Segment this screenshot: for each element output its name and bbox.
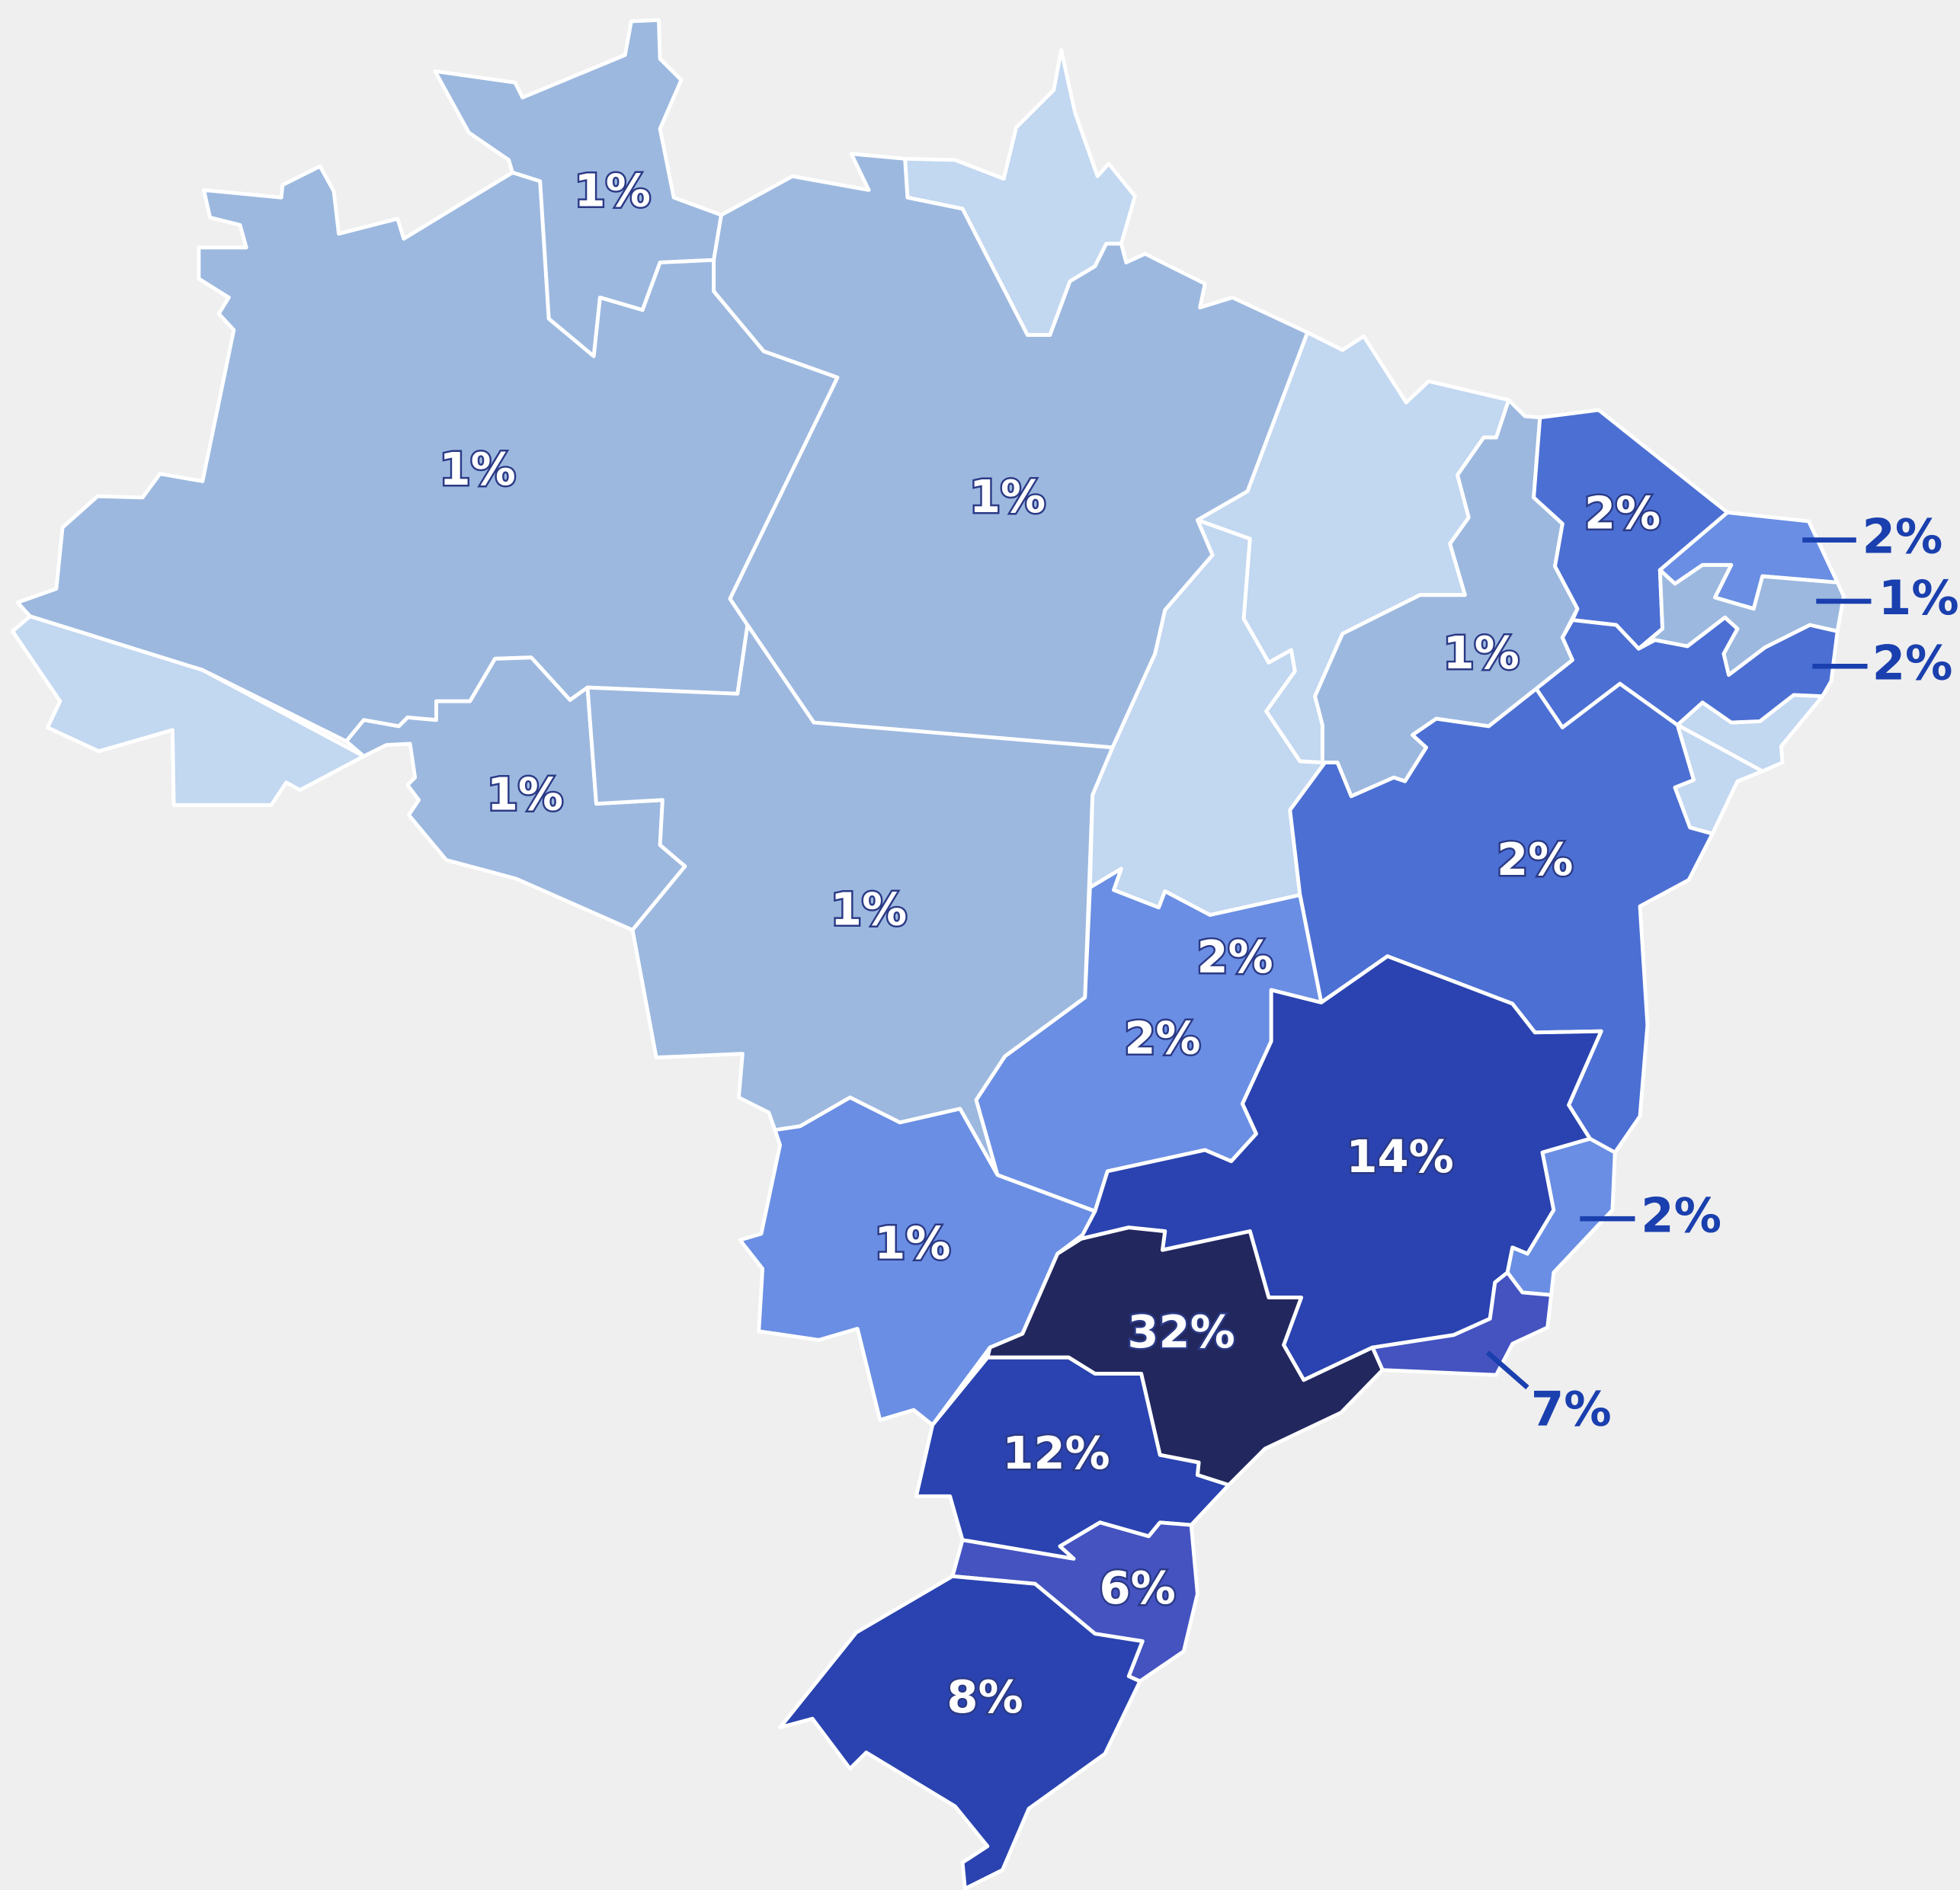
region-label: 2% [1124, 1011, 1200, 1064]
region-label: 1% [969, 470, 1046, 523]
region-label: 2% [1196, 931, 1273, 983]
state [738, 1095, 1097, 1427]
callout-line [1485, 1350, 1529, 1390]
region-label: 14% [1346, 1130, 1453, 1183]
region-label: 2% [1584, 487, 1661, 540]
region-label: 8% [946, 1671, 1023, 1723]
callout-label: 2% [1862, 509, 1943, 565]
region-label: 1% [440, 443, 516, 495]
region-label: 1% [575, 164, 651, 216]
region-label: 6% [1100, 1562, 1176, 1614]
callout-label: 2% [1872, 635, 1953, 690]
region-label: 2% [1497, 833, 1573, 886]
state [778, 1574, 1145, 1890]
state [712, 152, 1310, 750]
region-label: 12% [1002, 1427, 1110, 1479]
region-label: 1% [831, 883, 907, 935]
state [1370, 1270, 1554, 1377]
state [1219, 940, 1257, 978]
callout-label: 1% [1878, 570, 1959, 626]
region-label: 32% [1127, 1305, 1235, 1358]
region-label: 1% [1443, 626, 1520, 679]
unlabeled-states [11, 48, 1824, 918]
callout-label: 2% [1641, 1187, 1721, 1243]
callout-label: 7% [1531, 1382, 1612, 1437]
region-label: 1% [487, 768, 563, 821]
region-label: 1% [874, 1216, 950, 1269]
